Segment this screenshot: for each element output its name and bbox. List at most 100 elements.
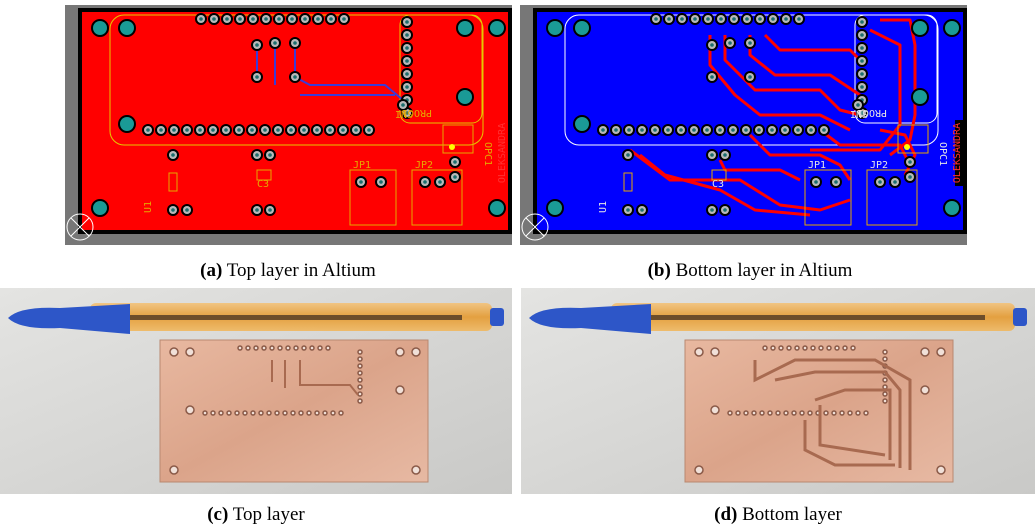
caption-label: (c) — [207, 504, 228, 525]
hole — [277, 17, 281, 21]
hole — [405, 46, 409, 50]
drill-hole — [937, 348, 945, 356]
hole — [710, 75, 714, 79]
hole — [679, 128, 683, 132]
mount-hole — [490, 201, 504, 215]
hole — [710, 208, 714, 212]
hole — [860, 20, 864, 24]
hole — [255, 75, 259, 79]
hole — [328, 128, 332, 132]
hole — [860, 72, 864, 76]
drill-hole — [278, 346, 282, 350]
hole — [250, 128, 254, 132]
drill-hole — [170, 348, 178, 356]
caption: (b) Bottom layer in Altium — [648, 260, 853, 281]
hole — [342, 17, 346, 21]
figure: JP1JP2INSU1C3OPC1PROC1OLEKSANDRA JP1JP2I… — [0, 0, 1035, 529]
drill-hole — [358, 371, 362, 375]
hole — [783, 128, 787, 132]
hole — [860, 33, 864, 37]
hole — [289, 128, 293, 132]
silkscreen-label: OLEKSANDRA — [497, 123, 508, 183]
hole — [723, 208, 727, 212]
hole — [860, 46, 864, 50]
drill-hole — [412, 348, 420, 356]
mount-hole — [490, 21, 504, 35]
drill-hole — [832, 411, 836, 415]
drill-hole — [219, 411, 223, 415]
hole — [654, 17, 658, 21]
hole — [367, 128, 371, 132]
hole — [860, 59, 864, 63]
drill-hole — [819, 346, 823, 350]
caption-label: (b) — [648, 260, 671, 281]
hole — [893, 180, 897, 184]
drill-hole — [235, 411, 239, 415]
pen-end — [490, 308, 504, 326]
hole — [653, 128, 657, 132]
caption: (d) Bottom layer — [714, 504, 842, 525]
drill-hole — [358, 399, 362, 403]
hole — [908, 160, 912, 164]
drill-hole — [883, 399, 887, 403]
altium-bottom: JP1JP2INSU1C3OPC1PROC1OLEKSANDRA — [520, 5, 967, 245]
drill-hole — [339, 411, 343, 415]
hole — [718, 128, 722, 132]
drill-hole — [883, 357, 887, 361]
hole — [237, 128, 241, 132]
hole — [405, 59, 409, 63]
drill-hole — [262, 346, 266, 350]
drill-hole — [864, 411, 868, 415]
drill-hole — [186, 348, 194, 356]
hole — [745, 17, 749, 21]
drill-hole — [787, 346, 791, 350]
drill-hole — [358, 357, 362, 361]
hole — [728, 41, 732, 45]
hole — [705, 128, 709, 132]
drill-hole — [227, 411, 231, 415]
drill-hole — [768, 411, 772, 415]
hole — [171, 153, 175, 157]
drill-hole — [294, 346, 298, 350]
drill-hole — [254, 346, 258, 350]
mount-hole — [120, 117, 134, 131]
hole — [856, 103, 860, 107]
hole — [264, 17, 268, 21]
hole — [748, 75, 752, 79]
drill-hole — [792, 411, 796, 415]
hole — [453, 175, 457, 179]
drill-hole — [728, 411, 732, 415]
drill-hole — [695, 348, 703, 356]
drill-hole — [286, 346, 290, 350]
drill-hole — [318, 346, 322, 350]
drill-hole — [251, 411, 255, 415]
hole — [626, 208, 630, 212]
photo-top — [0, 288, 512, 494]
caption-text: Top layer in Altium — [227, 260, 376, 281]
hole — [238, 17, 242, 21]
hole — [626, 153, 630, 157]
hole — [640, 128, 644, 132]
drill-hole — [779, 346, 783, 350]
drill-hole — [186, 406, 194, 414]
caption: (a) Top layer in Altium — [200, 260, 376, 281]
hole — [601, 128, 605, 132]
drill-hole — [711, 348, 719, 356]
drill-hole — [326, 346, 330, 350]
drill-hole — [307, 411, 311, 415]
drill-hole — [835, 346, 839, 350]
hole — [276, 128, 280, 132]
silkscreen-label: PROC1 — [402, 107, 432, 118]
drill-hole — [856, 411, 860, 415]
marker — [904, 144, 910, 150]
drill-hole — [275, 411, 279, 415]
drill-hole — [243, 411, 247, 415]
hole — [748, 41, 752, 45]
silkscreen-label: OPC1 — [937, 142, 948, 166]
hole — [640, 208, 644, 212]
hole — [423, 180, 427, 184]
hole — [758, 17, 762, 21]
hole — [293, 75, 297, 79]
caption-label: (a) — [200, 260, 222, 281]
hole — [814, 180, 818, 184]
